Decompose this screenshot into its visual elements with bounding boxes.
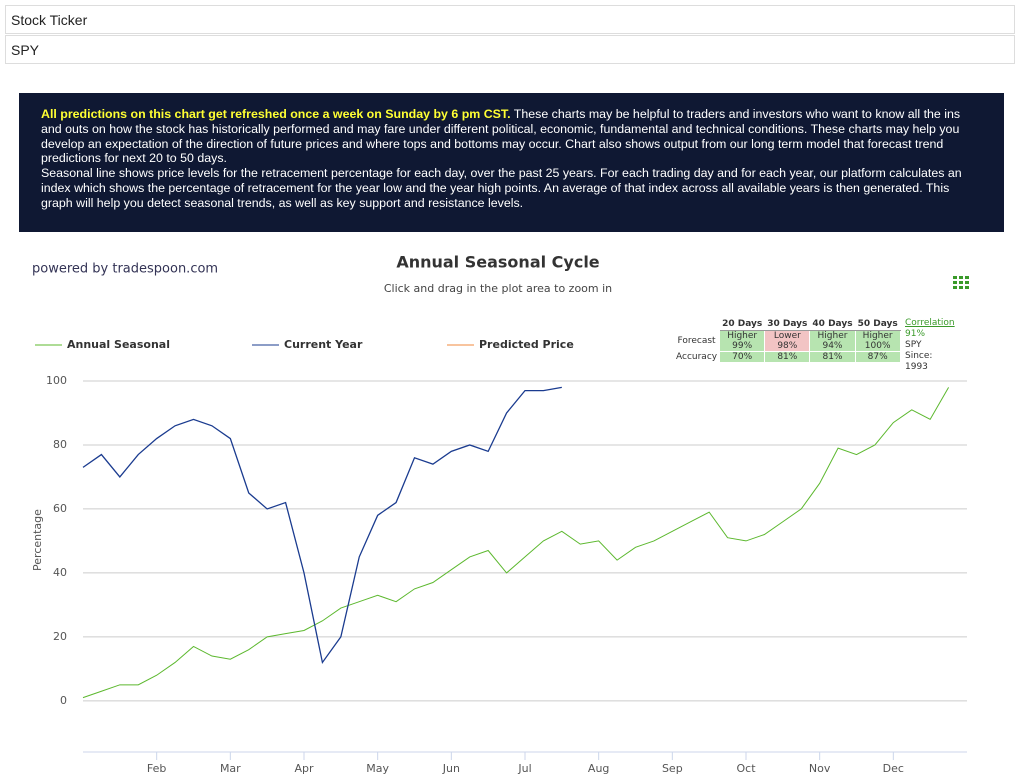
accuracy-cell: 87% <box>854 351 901 363</box>
y-tick-label: 100 <box>46 374 67 387</box>
accuracy-cell: 70% <box>719 351 766 363</box>
info-text: These charts may be helpful to traders a… <box>41 107 961 166</box>
row-label: Forecast <box>672 330 721 352</box>
ticker-input[interactable]: SPY <box>5 35 1015 64</box>
x-tick-label: Nov <box>809 762 831 775</box>
info-text: Seasonal line shows price levels for the… <box>41 166 962 210</box>
x-tick-label: Sep <box>662 762 683 775</box>
forecast-direction: Higher <box>727 331 758 341</box>
menu-icon[interactable] <box>953 276 969 289</box>
x-tick-label: Dec <box>883 762 904 775</box>
chart-title: Annual Seasonal Cycle <box>396 253 599 272</box>
x-tick-label: Aug <box>588 762 609 775</box>
series-line <box>82 386 562 665</box>
forecast-pct: 99% <box>732 341 753 351</box>
x-tick-label: Jun <box>442 762 460 775</box>
legend-item: Current Year <box>252 338 363 351</box>
y-tick-label: 60 <box>53 502 67 515</box>
correlation-value: 91% <box>905 329 926 339</box>
forecast-pct: 100% <box>864 341 891 351</box>
forecast-cell: Higher 94% <box>809 330 856 352</box>
y-axis-label: Percentage <box>31 509 44 571</box>
column-header: 40 Days <box>809 316 856 331</box>
since: Since: 1993 <box>905 351 933 372</box>
x-tick-label: Feb <box>147 762 166 775</box>
y-tick-label: 20 <box>53 630 67 643</box>
y-tick-label: 80 <box>53 438 67 451</box>
series-line <box>82 387 950 699</box>
forecast-cell: Lower 98% <box>764 330 811 352</box>
accuracy-cell: 81% <box>809 351 856 363</box>
x-tick-label: Jul <box>517 762 531 775</box>
x-tick-label: Mar <box>220 762 241 775</box>
y-tick-label: 0 <box>60 694 67 707</box>
column-header: 20 Days <box>719 316 766 331</box>
forecast-direction: Higher <box>817 331 848 341</box>
chart: powered by tradespoon.com Annual Seasona… <box>31 253 969 775</box>
forecast-cell: Higher 100% <box>854 330 901 352</box>
legend-item: Annual Seasonal <box>35 338 170 351</box>
x-tick-label: Oct <box>736 762 756 775</box>
x-tick-label: Apr <box>294 762 314 775</box>
info-box: All predictions on this chart get refres… <box>19 93 1004 232</box>
forecast-direction: Higher <box>862 331 893 341</box>
forecast-table: 20 Days 30 Days 40 Days 50 Days Forecast Hig… <box>672 316 955 372</box>
forecast-cell: Higher 99% <box>719 330 766 352</box>
accuracy-cell: 81% <box>764 351 811 363</box>
correlation-link[interactable]: Correlation <box>905 318 955 328</box>
ticker: SPY <box>905 340 922 350</box>
row-label: Accuracy <box>672 351 721 363</box>
y-tick-label: 40 <box>53 566 67 579</box>
legend-label: Current Year <box>284 338 363 351</box>
forecast-pct: 94% <box>822 341 843 351</box>
info-lead: All predictions on this chart get refres… <box>41 107 511 121</box>
legend-label: Predicted Price <box>479 338 574 351</box>
column-header: 30 Days <box>764 316 811 331</box>
forecast-pct: 98% <box>777 341 798 351</box>
legend-label: Annual Seasonal <box>67 338 170 351</box>
forecast-direction: Lower <box>773 331 801 341</box>
powered-by[interactable]: powered by tradespoon.com <box>32 262 218 277</box>
ticker-label: Stock Ticker <box>5 5 1015 34</box>
column-header: 50 Days <box>854 316 901 331</box>
legend-item: Predicted Price <box>447 338 574 351</box>
chart-subtitle: Click and drag in the plot area to zoom … <box>384 282 612 295</box>
x-tick-label: May <box>366 762 389 775</box>
